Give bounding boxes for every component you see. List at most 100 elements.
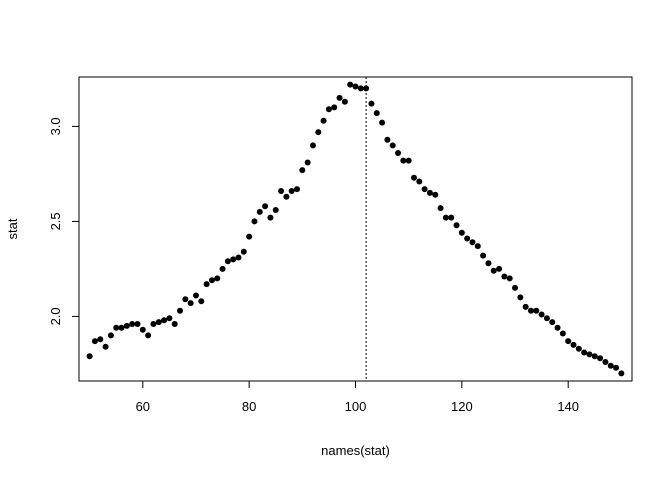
data-point [400,157,407,164]
data-point [325,106,332,113]
data-point [591,353,598,360]
data-point [575,345,582,352]
data-point [496,265,503,272]
x-axis: 60 80 100 120 140 [136,380,579,414]
data-point [139,326,146,333]
data-point [198,298,205,305]
data-point [145,332,152,339]
data-point [597,355,604,362]
data-point [272,207,279,213]
data-point [543,315,550,322]
data-point [97,336,104,343]
data-point [251,218,258,225]
data-point [442,214,449,221]
data-point [421,186,428,193]
data-point [299,167,306,174]
x-tick-label: 80 [242,399,256,414]
y-axis-title: stat [5,218,20,239]
data-point [161,317,168,324]
x-tick-label: 60 [136,399,150,414]
data-point [192,292,199,299]
data-point [464,235,471,242]
data-point [426,189,433,196]
data-point [171,321,178,327]
data-point [177,307,184,314]
x-tick-label: 120 [451,399,473,414]
data-point [203,281,210,288]
y-tick-label: 3.0 [48,117,63,135]
data-point [102,343,109,350]
data-point [405,157,412,164]
data-point [490,267,497,274]
data-point [485,260,492,267]
data-point [256,208,263,215]
data-point [294,186,301,193]
x-tick-label: 100 [345,399,367,414]
data-point [410,174,417,181]
data-point [549,319,556,326]
data-point [448,214,455,221]
data-point [166,315,173,322]
data-point [150,321,157,327]
data-point [320,117,327,124]
data-point [240,248,247,255]
data-point [107,332,114,339]
data-point [283,193,290,200]
data-point [363,85,370,92]
data-point [607,362,614,369]
x-tick-label: 140 [557,399,579,414]
data-point [501,273,508,280]
data-point [288,188,295,194]
data-point [86,353,93,360]
data-point [458,229,465,236]
data-point [304,159,311,166]
data-point [129,321,136,327]
data-point [581,349,588,356]
data-point [208,277,215,284]
data-point [389,142,396,149]
x-axis-title: names(stat) [321,443,390,458]
data-point [373,110,380,117]
data-point [278,188,285,194]
data-point [613,364,620,371]
data-point [506,275,513,282]
data-point [469,239,476,246]
y-tick-label: 2.5 [48,212,63,230]
data-point [527,307,534,314]
data-point [315,129,322,136]
data-point [246,233,253,240]
data-point [565,338,572,345]
data-point [512,284,519,291]
data-point [538,311,545,318]
data-point [224,258,231,265]
data-point [416,178,423,185]
data-points [86,81,625,377]
data-point [384,136,391,143]
data-point [618,370,625,377]
data-point [118,324,125,331]
data-point [517,294,524,301]
data-point [214,275,221,282]
data-point [379,119,386,126]
data-point [267,214,274,221]
data-point [357,85,364,92]
data-point [134,321,141,327]
data-point [331,104,338,111]
data-point [235,254,242,261]
data-point [586,351,593,358]
data-point [219,265,226,272]
data-point [480,252,487,259]
data-point [602,359,609,365]
data-point [432,191,439,198]
data-point [262,203,269,210]
data-point [230,256,237,263]
data-point [123,322,130,329]
y-tick-label: 2.0 [48,307,63,325]
data-point [155,319,162,326]
y-axis: 2.0 2.5 3.0 [48,117,80,325]
plot-frame [78,76,633,382]
data-point [474,243,481,250]
data-point [368,100,375,107]
data-point [437,205,444,212]
data-point [554,324,561,331]
